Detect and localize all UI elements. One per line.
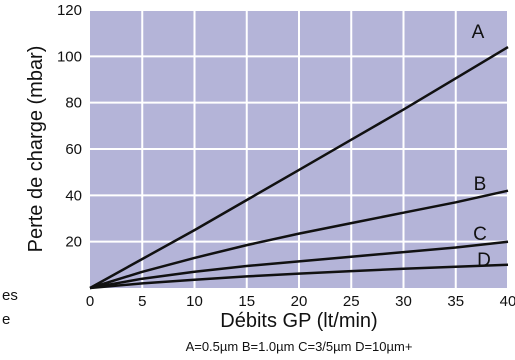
y-tick-label-5: 120	[57, 2, 82, 19]
y-tick-label-1: 40	[65, 187, 82, 204]
series-line-c	[89, 240, 509, 290]
x-tick-labels: 0 5 10 15 20 25 30 35 40	[86, 293, 515, 310]
curve-label-c: C	[473, 224, 487, 245]
y-axis-title: Perte de charge (mbar)	[25, 46, 47, 253]
y-tick-label-4: 100	[57, 48, 82, 65]
series-line-b	[89, 189, 509, 290]
curve-label-a: A	[472, 22, 485, 43]
y-tick-label-2: 60	[65, 141, 82, 158]
x-tick-label-4: 20	[291, 293, 308, 310]
y-tick-label-3: 80	[65, 95, 82, 112]
series-line-a	[89, 46, 509, 290]
series-line-d	[89, 263, 509, 290]
curve-label-b: B	[474, 174, 487, 195]
x-tick-label-5: 25	[343, 293, 360, 310]
x-tick-label-3: 15	[238, 293, 255, 310]
chart-caption: A=0.5µm B=1.0µm C=3/5µm D=10µm+	[186, 339, 413, 354]
edge-fragment-2: e	[2, 311, 10, 328]
x-tick-label-2: 10	[186, 293, 203, 310]
x-tick-label-1: 5	[138, 293, 146, 310]
x-tick-label-7: 35	[447, 293, 464, 310]
x-tick-label-8: 40	[500, 293, 515, 310]
curve-label-d: D	[477, 250, 491, 271]
y-tick-labels: 20 40 60 80 100 120	[57, 2, 82, 251]
curve-labels: A B CD	[472, 22, 491, 271]
edge-fragment-1: es	[2, 287, 18, 304]
y-tick-label-0: 20	[65, 234, 82, 251]
x-tick-label-6: 30	[395, 293, 412, 310]
curves	[89, 46, 509, 290]
x-tick-label-0: 0	[86, 293, 94, 310]
x-axis-title: Débits GP (lt/min)	[220, 310, 377, 332]
grid-lines	[90, 9, 509, 288]
